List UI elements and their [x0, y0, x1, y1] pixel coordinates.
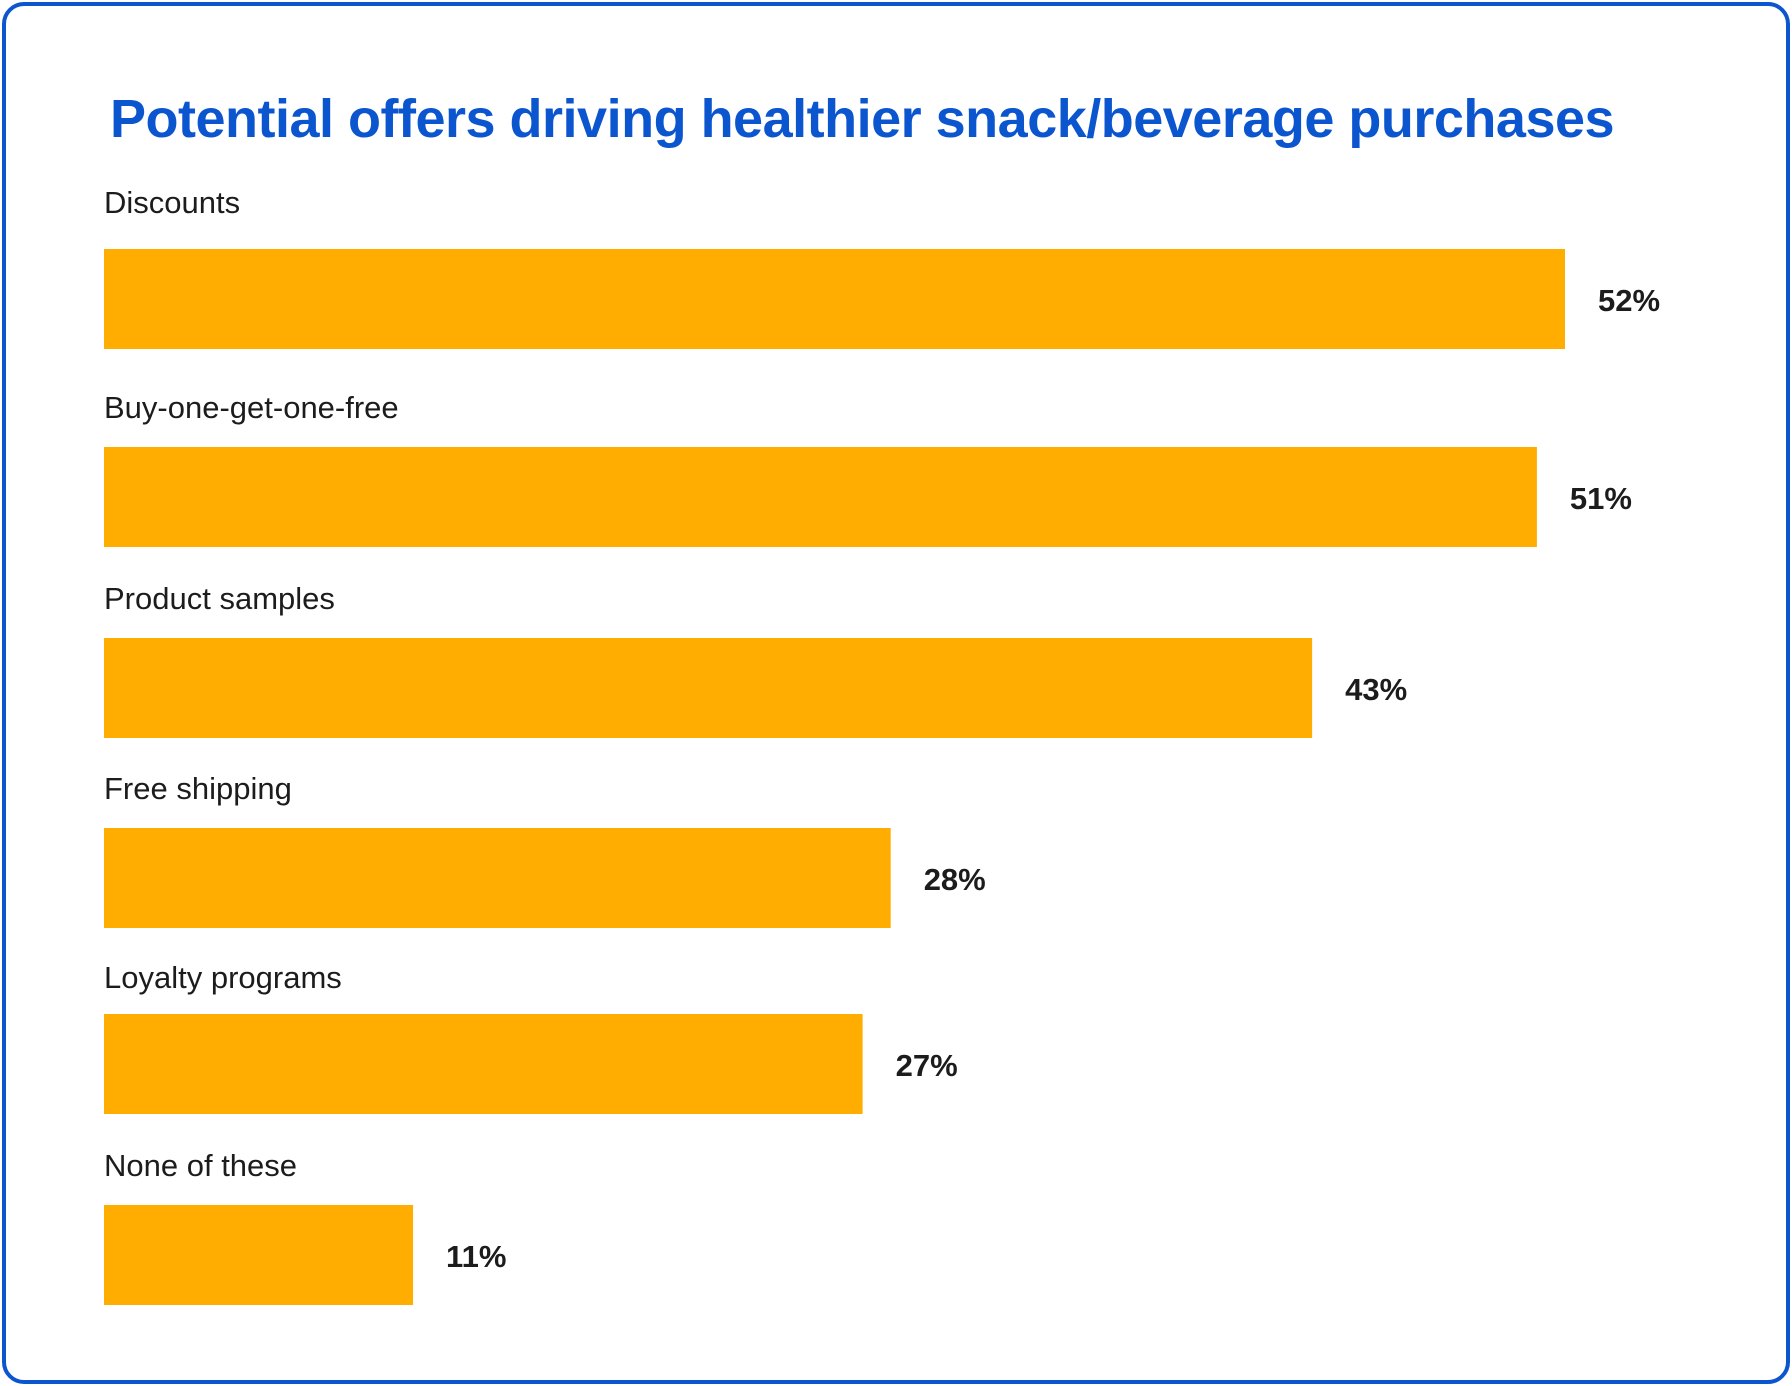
value-label-free-shipping: 28%	[924, 862, 986, 897]
value-label-none-of-these: 11%	[446, 1239, 506, 1274]
category-label-loyalty-programs: Loyalty programs	[104, 960, 342, 995]
bar-loyalty-programs	[104, 1014, 863, 1114]
category-label-none-of-these: None of these	[104, 1148, 297, 1183]
bar-none-of-these	[104, 1205, 414, 1305]
category-label-free-shipping: Free shipping	[104, 771, 292, 806]
value-label-loyalty-programs: 27%	[896, 1048, 958, 1083]
value-label-discounts: 52%	[1598, 283, 1660, 318]
category-label-discounts: Discounts	[104, 185, 240, 220]
category-label-product-samples: Product samples	[104, 581, 335, 616]
bar-product-samples	[104, 638, 1313, 738]
chart-title: Potential offers driving healthier snack…	[110, 89, 1615, 149]
bar-buy-one-get-one-free	[104, 447, 1537, 547]
category-label-buy-one-get-one-free: Buy-one-get-one-free	[104, 390, 399, 425]
bar-discounts	[104, 249, 1565, 349]
value-label-buy-one-get-one-free: 51%	[1570, 481, 1632, 516]
bar-free-shipping	[104, 828, 891, 928]
value-label-product-samples: 43%	[1345, 672, 1407, 707]
